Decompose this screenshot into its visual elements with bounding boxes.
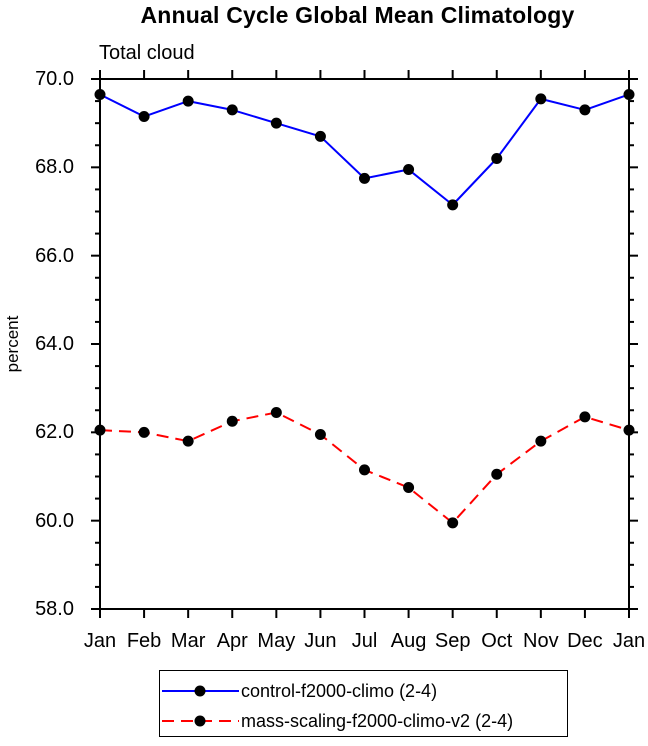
legend-item-mass-scaling: mass-scaling-f2000-climo-v2 (2-4) xyxy=(162,709,567,733)
data-point-s0-6 xyxy=(359,172,370,184)
data-point-s0-8 xyxy=(447,199,459,211)
data-point-s1-12 xyxy=(623,424,635,436)
data-point-s0-4 xyxy=(270,117,282,129)
data-point-s0-9 xyxy=(491,153,503,164)
data-point-s1-5 xyxy=(314,429,326,441)
data-point-s1-0 xyxy=(94,424,106,436)
data-point-s0-12 xyxy=(623,88,635,100)
legend-sample-marker xyxy=(194,685,206,697)
data-point-s1-11 xyxy=(579,411,591,423)
legend-line-sample-control xyxy=(162,685,239,697)
data-point-s0-0 xyxy=(94,88,106,100)
data-point-s1-8 xyxy=(447,517,459,529)
legend-label-mass-scaling: mass-scaling-f2000-climo-v2 (2-4) xyxy=(241,710,514,731)
legend-line-sample-mass-scaling xyxy=(162,715,239,727)
data-point-s0-5 xyxy=(314,130,326,142)
legend: control-f2000-climo (2-4) mass-scaling-f… xyxy=(159,670,568,737)
data-point-s0-7 xyxy=(403,164,415,176)
plot-frame xyxy=(99,78,630,610)
legend-sample-marker xyxy=(194,715,206,727)
data-point-s1-1 xyxy=(138,426,150,438)
chart-subtitle: Total cloud xyxy=(99,42,195,64)
data-point-s0-2 xyxy=(182,95,194,107)
data-point-s1-2 xyxy=(182,435,194,447)
data-point-s1-6 xyxy=(359,464,370,476)
legend-label-control: control-f2000-climo (2-4) xyxy=(241,680,438,701)
series-line-0 xyxy=(99,93,630,206)
data-point-s1-7 xyxy=(403,482,415,494)
data-point-s0-1 xyxy=(138,111,150,123)
data-point-s1-4 xyxy=(270,406,282,418)
chart-title: Annual Cycle Global Mean Climatology xyxy=(140,2,575,28)
data-point-s0-3 xyxy=(226,104,238,116)
data-point-s0-11 xyxy=(579,104,591,116)
data-point-s1-9 xyxy=(491,468,503,480)
data-point-s0-10 xyxy=(535,93,547,105)
data-point-s1-3 xyxy=(226,415,238,427)
data-point-s1-10 xyxy=(535,435,547,447)
legend-item-control: control-f2000-climo (2-4) xyxy=(162,679,567,703)
